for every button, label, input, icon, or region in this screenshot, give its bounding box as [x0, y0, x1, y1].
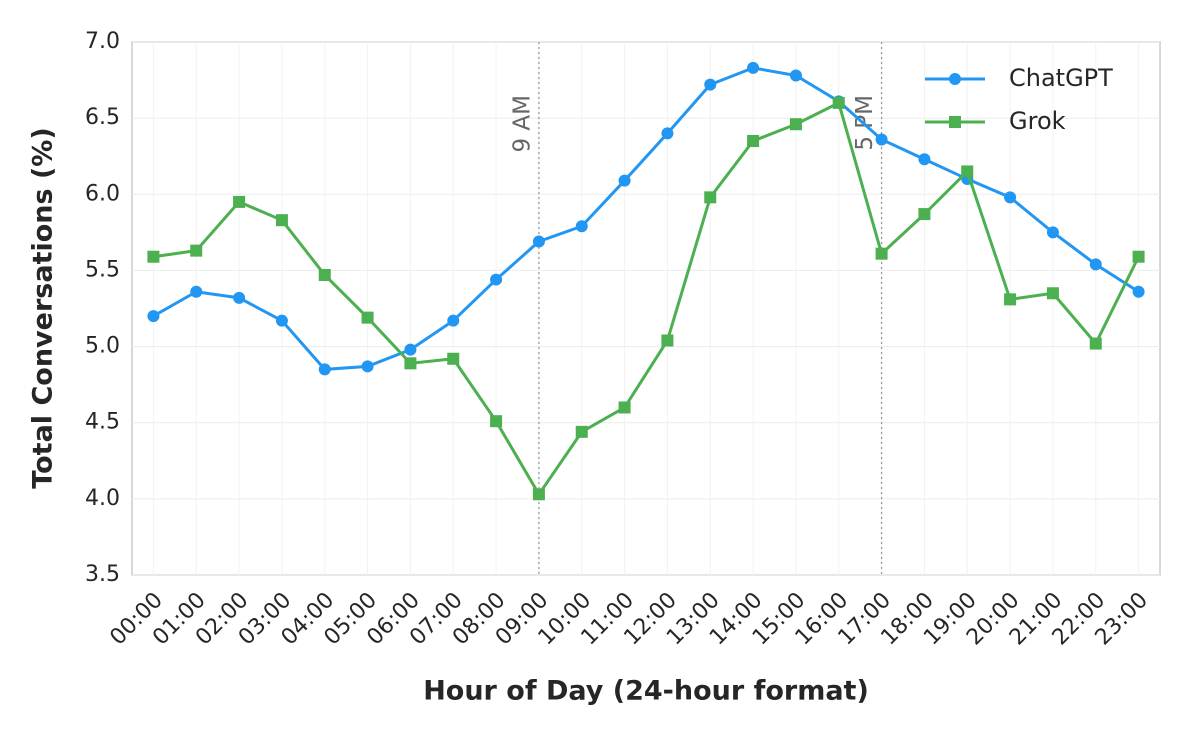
marker [532, 488, 545, 501]
marker [147, 310, 160, 323]
marker [490, 273, 503, 286]
legend-marker [949, 73, 961, 85]
marker [747, 61, 760, 74]
marker [361, 311, 374, 324]
marker [832, 96, 845, 109]
marker [704, 78, 717, 91]
marker [575, 220, 588, 233]
y-tick-label: 3.5 [85, 562, 120, 587]
marker [618, 174, 631, 187]
marker [318, 268, 331, 281]
marker [318, 363, 331, 376]
marker [532, 235, 545, 248]
x-axis-label: Hour of Day (24-hour format) [423, 676, 869, 707]
marker [918, 153, 931, 166]
y-tick-label: 4.0 [85, 486, 120, 511]
y-tick-label: 6.5 [85, 105, 120, 130]
marker [1004, 293, 1017, 306]
marker [233, 291, 246, 304]
line [152, 66, 1140, 371]
marker [1132, 285, 1145, 298]
marker [747, 134, 760, 147]
series [147, 96, 1145, 501]
marker [704, 191, 717, 204]
marker [961, 165, 974, 178]
marker [1046, 226, 1059, 239]
y-tick-label: 5.0 [85, 334, 120, 359]
marker [875, 247, 888, 260]
y-axis-label: Total Conversations (%) [28, 127, 59, 488]
marker [404, 357, 417, 370]
legend-label: ChatGPT [1009, 64, 1113, 92]
marker [190, 285, 203, 298]
marker [447, 352, 460, 365]
marker [875, 133, 888, 146]
line [153, 100, 1140, 498]
marker [404, 343, 417, 356]
plot-area [131, 41, 1161, 576]
marker [147, 250, 160, 263]
marker [661, 127, 674, 140]
marker [575, 425, 588, 438]
marker [1089, 258, 1102, 271]
marker [233, 195, 246, 208]
annotation: 9 AM [509, 95, 535, 153]
marker [190, 244, 203, 257]
marker [275, 314, 288, 327]
marker [490, 415, 503, 428]
y-tick-label: 5.5 [85, 257, 120, 282]
y-tick-label: 4.5 [85, 410, 120, 435]
marker [447, 314, 460, 327]
marker [361, 360, 374, 373]
y-tick-label: 6.0 [85, 181, 120, 206]
legend-label: Grok [1009, 107, 1066, 135]
marker [1132, 250, 1145, 263]
marker [661, 334, 674, 347]
marker [275, 214, 288, 227]
marker [789, 69, 802, 82]
marker [918, 208, 931, 221]
marker [1089, 337, 1102, 350]
marker [1004, 191, 1017, 204]
legend-marker [949, 116, 961, 128]
marker [1046, 287, 1059, 300]
y-tick-label: 7.0 [85, 29, 120, 54]
marker [618, 401, 631, 414]
marker [789, 118, 802, 131]
